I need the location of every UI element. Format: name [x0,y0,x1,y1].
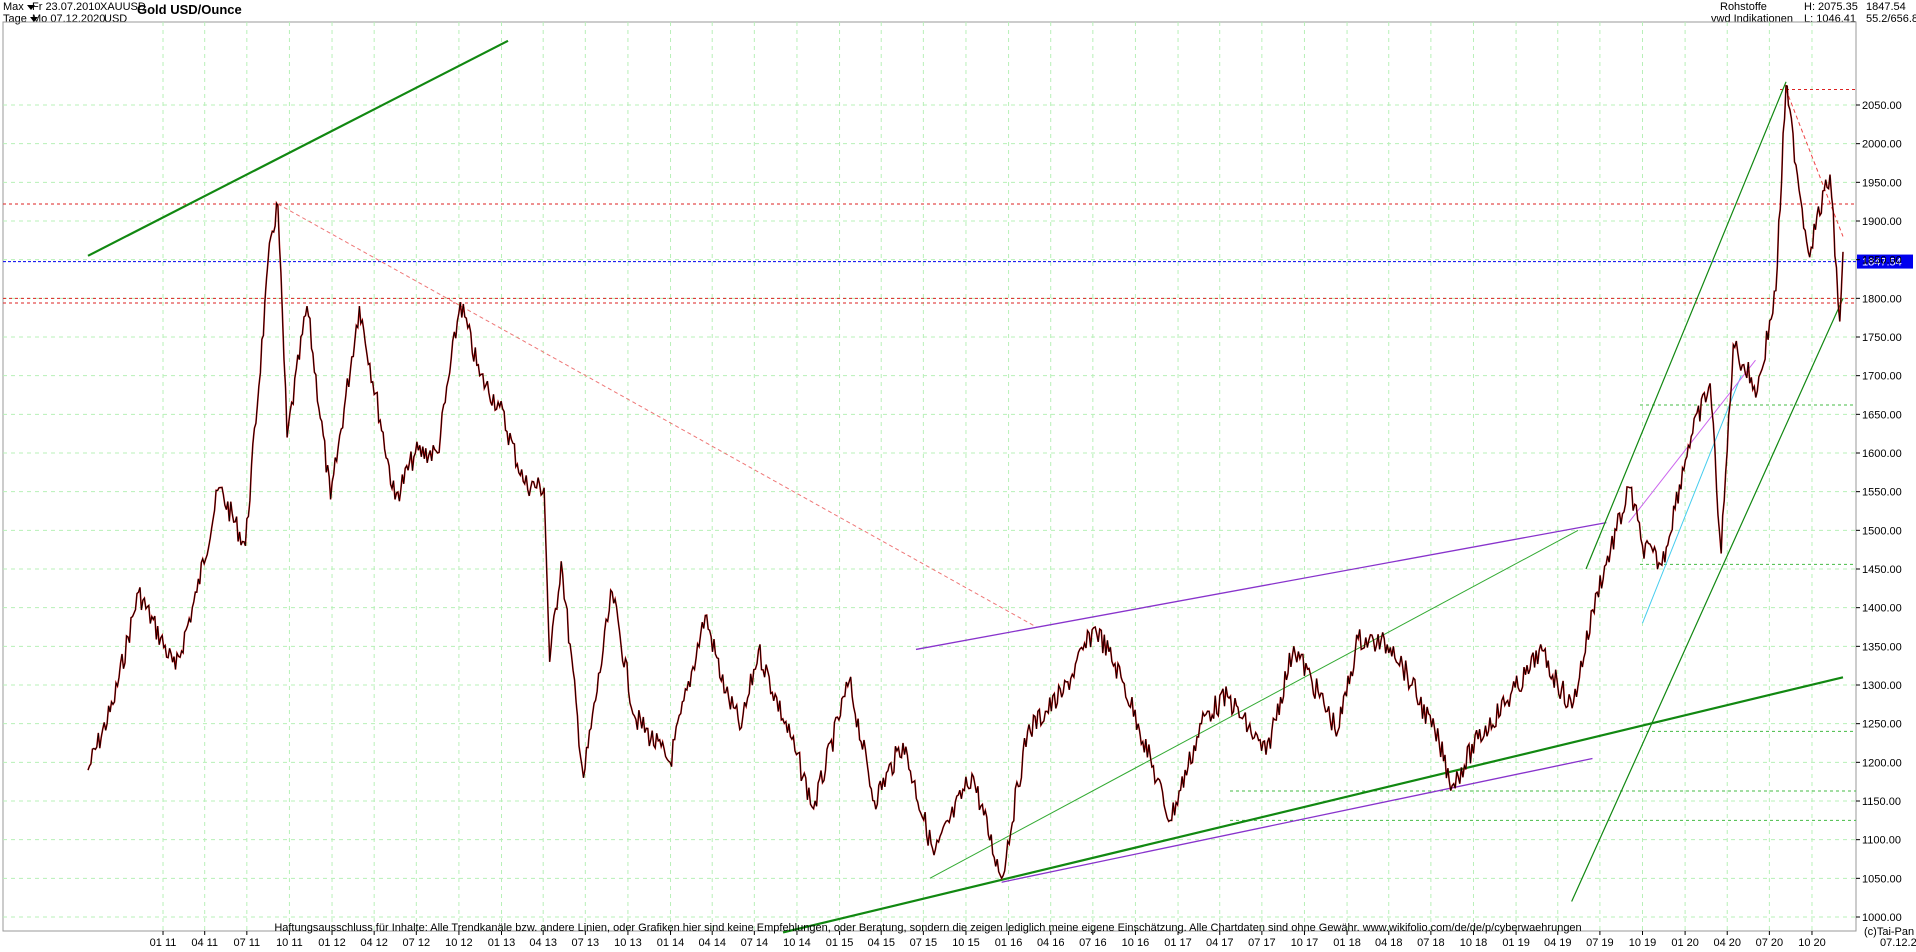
x-end-label: 07.12.20 [1880,937,1916,949]
x-tick-label: 07 15 [910,937,938,949]
x-tick-label: 01 13 [488,937,516,949]
x-tick-label: 10 16 [1122,937,1150,949]
trend-lines [87,39,1844,934]
falling-resistance-trendline [277,203,1037,628]
x-tick-label: 10 15 [952,937,980,949]
y-tick-label: 1900.00 [1862,216,1902,228]
x-tick-label: 04 12 [360,937,388,949]
x-tick-label: 01 15 [826,937,854,949]
x-tick-label: 04 19 [1544,937,1572,949]
y-tick-label: 1350.00 [1862,641,1902,653]
x-tick-label: 04 20 [1713,937,1741,949]
x-tick-label: 01 20 [1671,937,1699,949]
long-term-upper-trendline [87,39,509,257]
y-tick-label: 1050.00 [1862,873,1902,885]
y-tick-label: 1700.00 [1862,371,1902,383]
x-tick-label: 10 20 [1798,937,1826,949]
steep-channel-upper [1585,81,1787,570]
price-series [87,84,1844,881]
x-tick-label: 01 19 [1502,937,1530,949]
y-tick-label: 1150.00 [1862,796,1901,808]
x-tick-label: 04 11 [191,937,218,949]
y-axis: 1000.00 1050.00 1100.00 1150.00 1200.00 1250.… [1856,100,1902,924]
x-tick-label: 04 13 [529,937,557,949]
purple-upper-channel [915,521,1607,651]
x-tick-label: 04 15 [867,937,895,949]
last-price: 1847.54 [1866,1,1906,13]
x-tick-label: 01 16 [995,937,1023,949]
x-tick-label: 07 11 [233,937,260,949]
falling-channel-dashed [1785,89,1844,237]
y-tick-label: 1750.00 [1862,332,1902,344]
chart-title: Gold USD/Ounce [137,2,242,17]
x-tick-label: 07 20 [1756,937,1784,949]
chart-grid [2,21,1857,932]
x-tick-label: 07 14 [741,937,769,949]
x-tick-label: 04 14 [698,937,726,949]
range-dropdown[interactable]: Max [3,1,35,14]
x-tick-label: 07 12 [403,937,431,949]
x-tick-label: 04 17 [1206,937,1234,949]
support-channel-line [929,529,1579,879]
x-tick-label: 10 17 [1291,937,1319,949]
y-tick-label: 2000.00 [1862,139,1902,151]
long-term-lower-trendline [782,676,1844,934]
support-resistance-lines: 1847.54 [3,89,1913,821]
y-tick-label: 1650.00 [1862,409,1902,421]
change-value: 55.2/656.8 [1866,13,1916,25]
x-tick-label: 10 14 [783,937,811,949]
x-tick-label: 01 11 [150,937,177,949]
x-tick-label: 01 12 [318,937,346,949]
high-value: H: 2075.35 [1804,1,1858,13]
copyright: (c)Tai-Pan [1864,926,1915,938]
current-price-label: 1847.54 [1862,257,1902,269]
y-tick-label: 1450.00 [1862,564,1902,576]
date-from: Fr 23.07.2010 [32,1,101,13]
y-tick-label: 1200.00 [1862,757,1902,769]
x-tick-label: 07 13 [572,937,600,949]
cyan-channel-line [1642,375,1742,624]
y-tick-label: 1950.00 [1862,177,1902,189]
x-tick-label: 01 14 [657,937,685,949]
y-tick-label: 1100.00 [1862,835,1901,847]
y-tick-label: 1850.00 [1862,255,1902,267]
x-tick-label: 04 16 [1037,937,1065,949]
x-tick-label: 07 16 [1079,937,1107,949]
symbol-label: XAUUSD [100,1,146,13]
x-tick-label: 10 19 [1629,937,1657,949]
x-tick-label: 10 13 [614,937,642,949]
x-axis: 01 11 04 11 07 11 10 11 01 12 04 12 07 12 10 12… [150,931,1916,949]
magenta-channel-line [1628,359,1756,523]
disclaimer: Haftungsausschluss für Inhalte: Alle Tre… [274,922,1582,934]
x-tick-label: 07 17 [1248,937,1276,949]
y-tick-label: 1250.00 [1862,719,1902,731]
plot-frame [2,21,1857,932]
purple-lower-channel [1001,757,1593,883]
category-label: Rohstoffe [1720,1,1767,13]
x-tick-label: 10 18 [1460,937,1488,949]
y-tick-label: 2050.00 [1862,100,1902,112]
y-tick-label: 1300.00 [1862,680,1902,692]
x-tick-label: 04 18 [1375,937,1403,949]
y-tick-label: 1000.00 [1862,912,1902,924]
y-tick-label: 1800.00 [1862,293,1902,305]
y-tick-label: 1500.00 [1862,525,1902,537]
x-tick-label: 10 11 [276,937,303,949]
x-tick-label: 01 18 [1333,937,1361,949]
y-tick-label: 1400.00 [1862,603,1902,615]
y-tick-label: 1550.00 [1862,487,1902,499]
x-tick-label: 07 19 [1586,937,1614,949]
current-price-box [1857,254,1913,269]
price-line [87,85,1844,880]
steep-channel-lower [1571,298,1844,902]
x-tick-label: 01 17 [1164,937,1192,949]
x-tick-label: 07 18 [1417,937,1445,949]
y-tick-label: 1600.00 [1862,448,1902,460]
x-tick-label: 10 12 [445,937,473,949]
